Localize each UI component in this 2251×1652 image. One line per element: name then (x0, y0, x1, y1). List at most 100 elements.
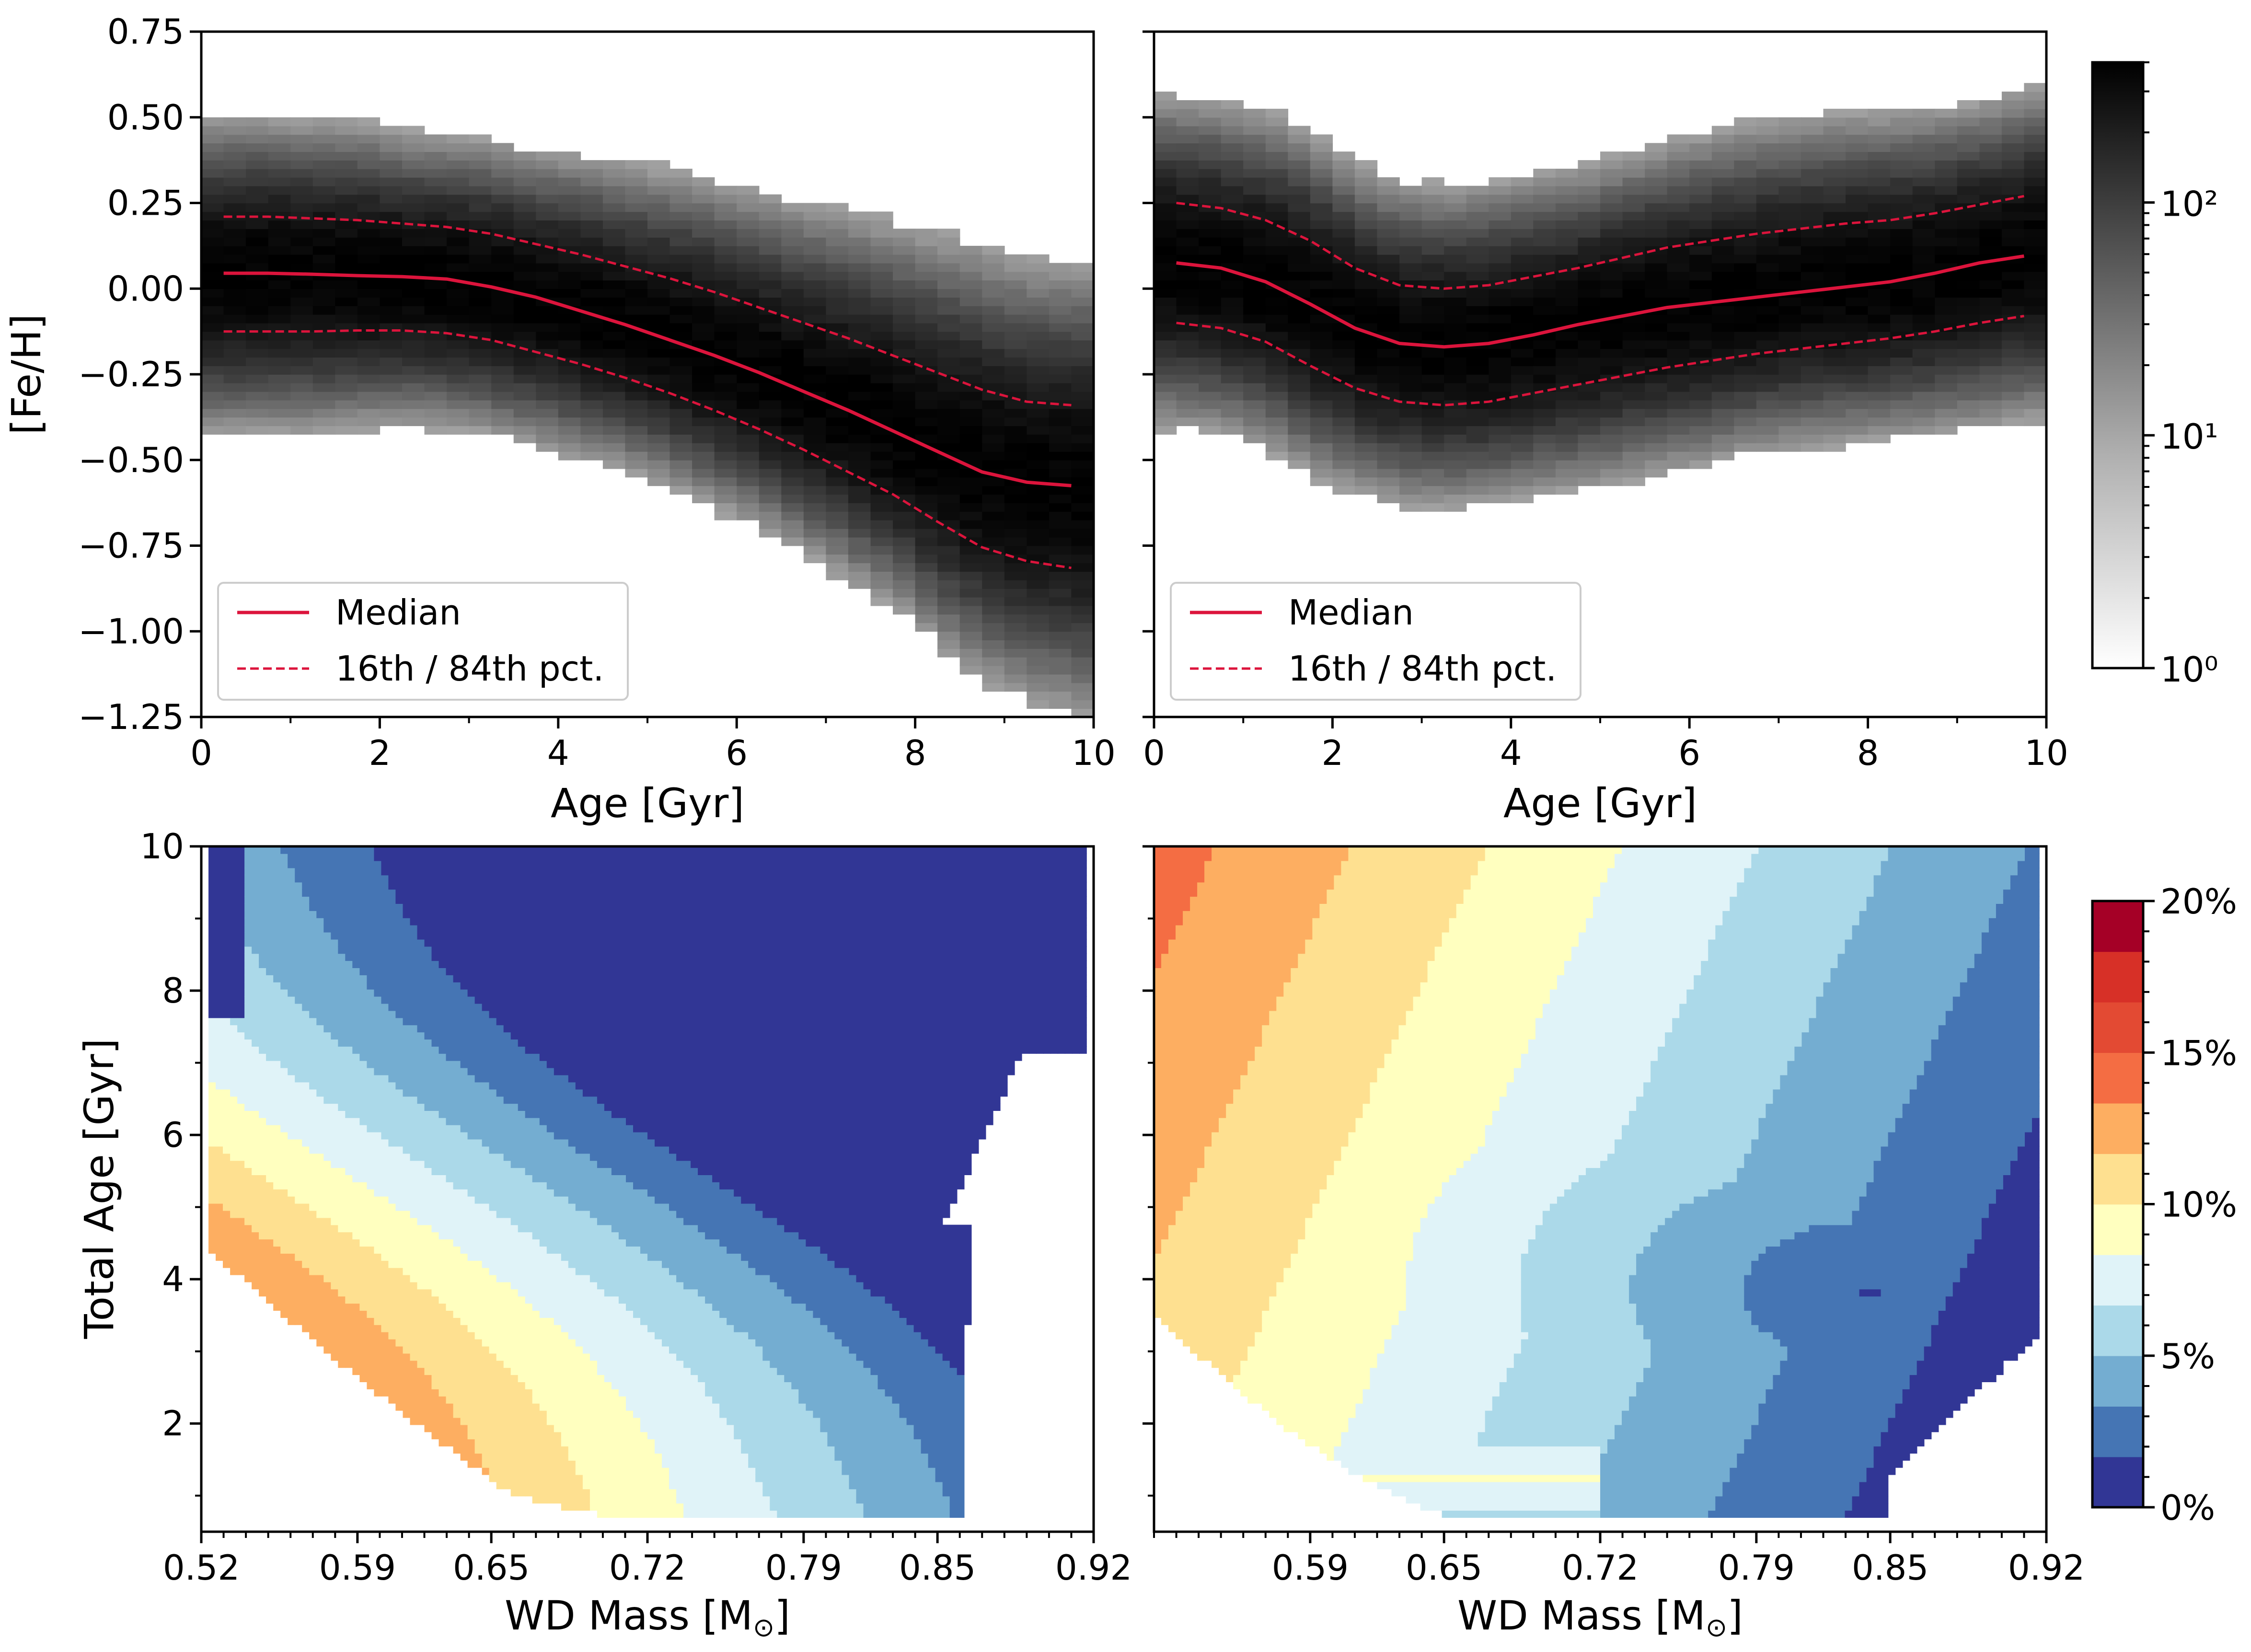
heatmap-cell (2001, 400, 2025, 409)
heatmap-cell (1154, 289, 1177, 298)
heatmap-cell (1444, 400, 1467, 409)
heatmap-cell (1778, 177, 1801, 186)
contour-cell (374, 1303, 382, 1311)
contour-cell (381, 1239, 389, 1247)
heatmap-cell (625, 426, 648, 435)
contour-cell (273, 975, 281, 982)
heatmap-cell (1578, 417, 1601, 427)
contour-cell (273, 918, 281, 925)
heatmap-cell (380, 331, 403, 341)
contour-cell (381, 1167, 389, 1175)
contour-cell (266, 1046, 274, 1054)
x-tick-label: 6 (1678, 733, 1700, 773)
heatmap-cell (670, 434, 693, 443)
heatmap-cell (1049, 580, 1072, 589)
contour-cell (208, 1232, 216, 1240)
heatmap-cell (1890, 177, 1913, 186)
heatmap-cell (692, 306, 715, 315)
contour-cell (367, 1217, 375, 1225)
heatmap-cell (1555, 314, 1579, 323)
heatmap-cell (1622, 263, 1645, 272)
heatmap-cell (1399, 443, 1422, 452)
heatmap-cell (447, 306, 470, 315)
heatmap-cell (201, 400, 224, 409)
heatmap-cell (1154, 203, 1177, 212)
heatmap-cell (692, 485, 715, 495)
heatmap-cell (647, 348, 670, 358)
heatmap-cell (1265, 245, 1289, 255)
contour-cell (259, 903, 266, 911)
contour-cell (316, 846, 324, 854)
heatmap-cell (201, 366, 224, 375)
heatmap-cell (1778, 143, 1801, 152)
heatmap-cell (1176, 382, 1199, 392)
heatmap-cell (1444, 451, 1467, 461)
contour-cell (266, 1025, 274, 1033)
heatmap-cell (447, 160, 470, 169)
heatmap-cell (670, 382, 693, 392)
heatmap-cell (380, 151, 403, 161)
contour-cell (295, 1124, 302, 1132)
contour-cell (259, 1210, 266, 1218)
heatmap-cell (1846, 263, 1869, 272)
heatmap-cell (1533, 289, 1556, 298)
contour-cell (252, 1010, 259, 1018)
contour-cell (237, 975, 245, 982)
heatmap-cell (1310, 357, 1333, 366)
heatmap-cell (1466, 289, 1489, 298)
heatmap-cell (312, 169, 336, 178)
contour-cell (208, 1053, 216, 1061)
heatmap-cell (1890, 263, 1913, 272)
heatmap-cell (268, 366, 291, 375)
contour-cell (359, 1303, 368, 1311)
contour-cell (316, 953, 324, 961)
contour-cell (252, 1046, 259, 1054)
heatmap-cell (335, 366, 358, 375)
heatmap-cell (1756, 177, 1779, 186)
contour-cell (259, 1239, 266, 1247)
heatmap-cell (1957, 117, 1980, 127)
heatmap-cell (1176, 254, 1199, 264)
contour-cell (237, 1025, 245, 1033)
contour-cell (302, 1067, 310, 1075)
heatmap-cell (1354, 374, 1378, 383)
heatmap-cell (1801, 126, 1824, 135)
heatmap-cell (737, 417, 760, 427)
contour-cell (230, 853, 238, 861)
heatmap-cell (1421, 280, 1444, 289)
contour-cell (381, 1331, 389, 1340)
contour-cell (374, 1346, 382, 1354)
heatmap-cell (1711, 245, 1735, 255)
contour-cell (359, 918, 368, 925)
contour-cell (331, 968, 339, 975)
contour-cell (237, 1196, 245, 1204)
contour-cell (244, 924, 252, 933)
contour-cell (216, 939, 223, 947)
contour-cell (280, 1096, 288, 1104)
heatmap-cell (558, 169, 581, 178)
heatmap-cell (848, 271, 871, 281)
contour-cell (323, 968, 332, 975)
heatmap-cell (1823, 245, 1846, 255)
heatmap-cell (1049, 648, 1072, 658)
heatmap-cell (357, 126, 381, 135)
contour-cell (266, 1124, 274, 1132)
heatmap-cell (915, 426, 938, 435)
heatmap-cell (1846, 408, 1869, 418)
heatmap-cell (692, 460, 715, 469)
heatmap-cell (558, 348, 581, 358)
heatmap-cell (602, 169, 626, 178)
heatmap-cell (1555, 237, 1579, 246)
contour-cell (367, 1082, 375, 1090)
heatmap-cell (246, 126, 269, 135)
heatmap-cell (513, 400, 536, 409)
heatmap-cell (803, 289, 827, 298)
heatmap-cell (1823, 237, 1846, 246)
heatmap-cell (1823, 254, 1846, 264)
heatmap-cell (937, 366, 960, 375)
contour-cell (323, 1060, 332, 1068)
heatmap-cell (580, 451, 603, 461)
contour-cell (216, 1232, 223, 1240)
heatmap-cell (803, 511, 827, 520)
heatmap-cell (312, 151, 336, 161)
